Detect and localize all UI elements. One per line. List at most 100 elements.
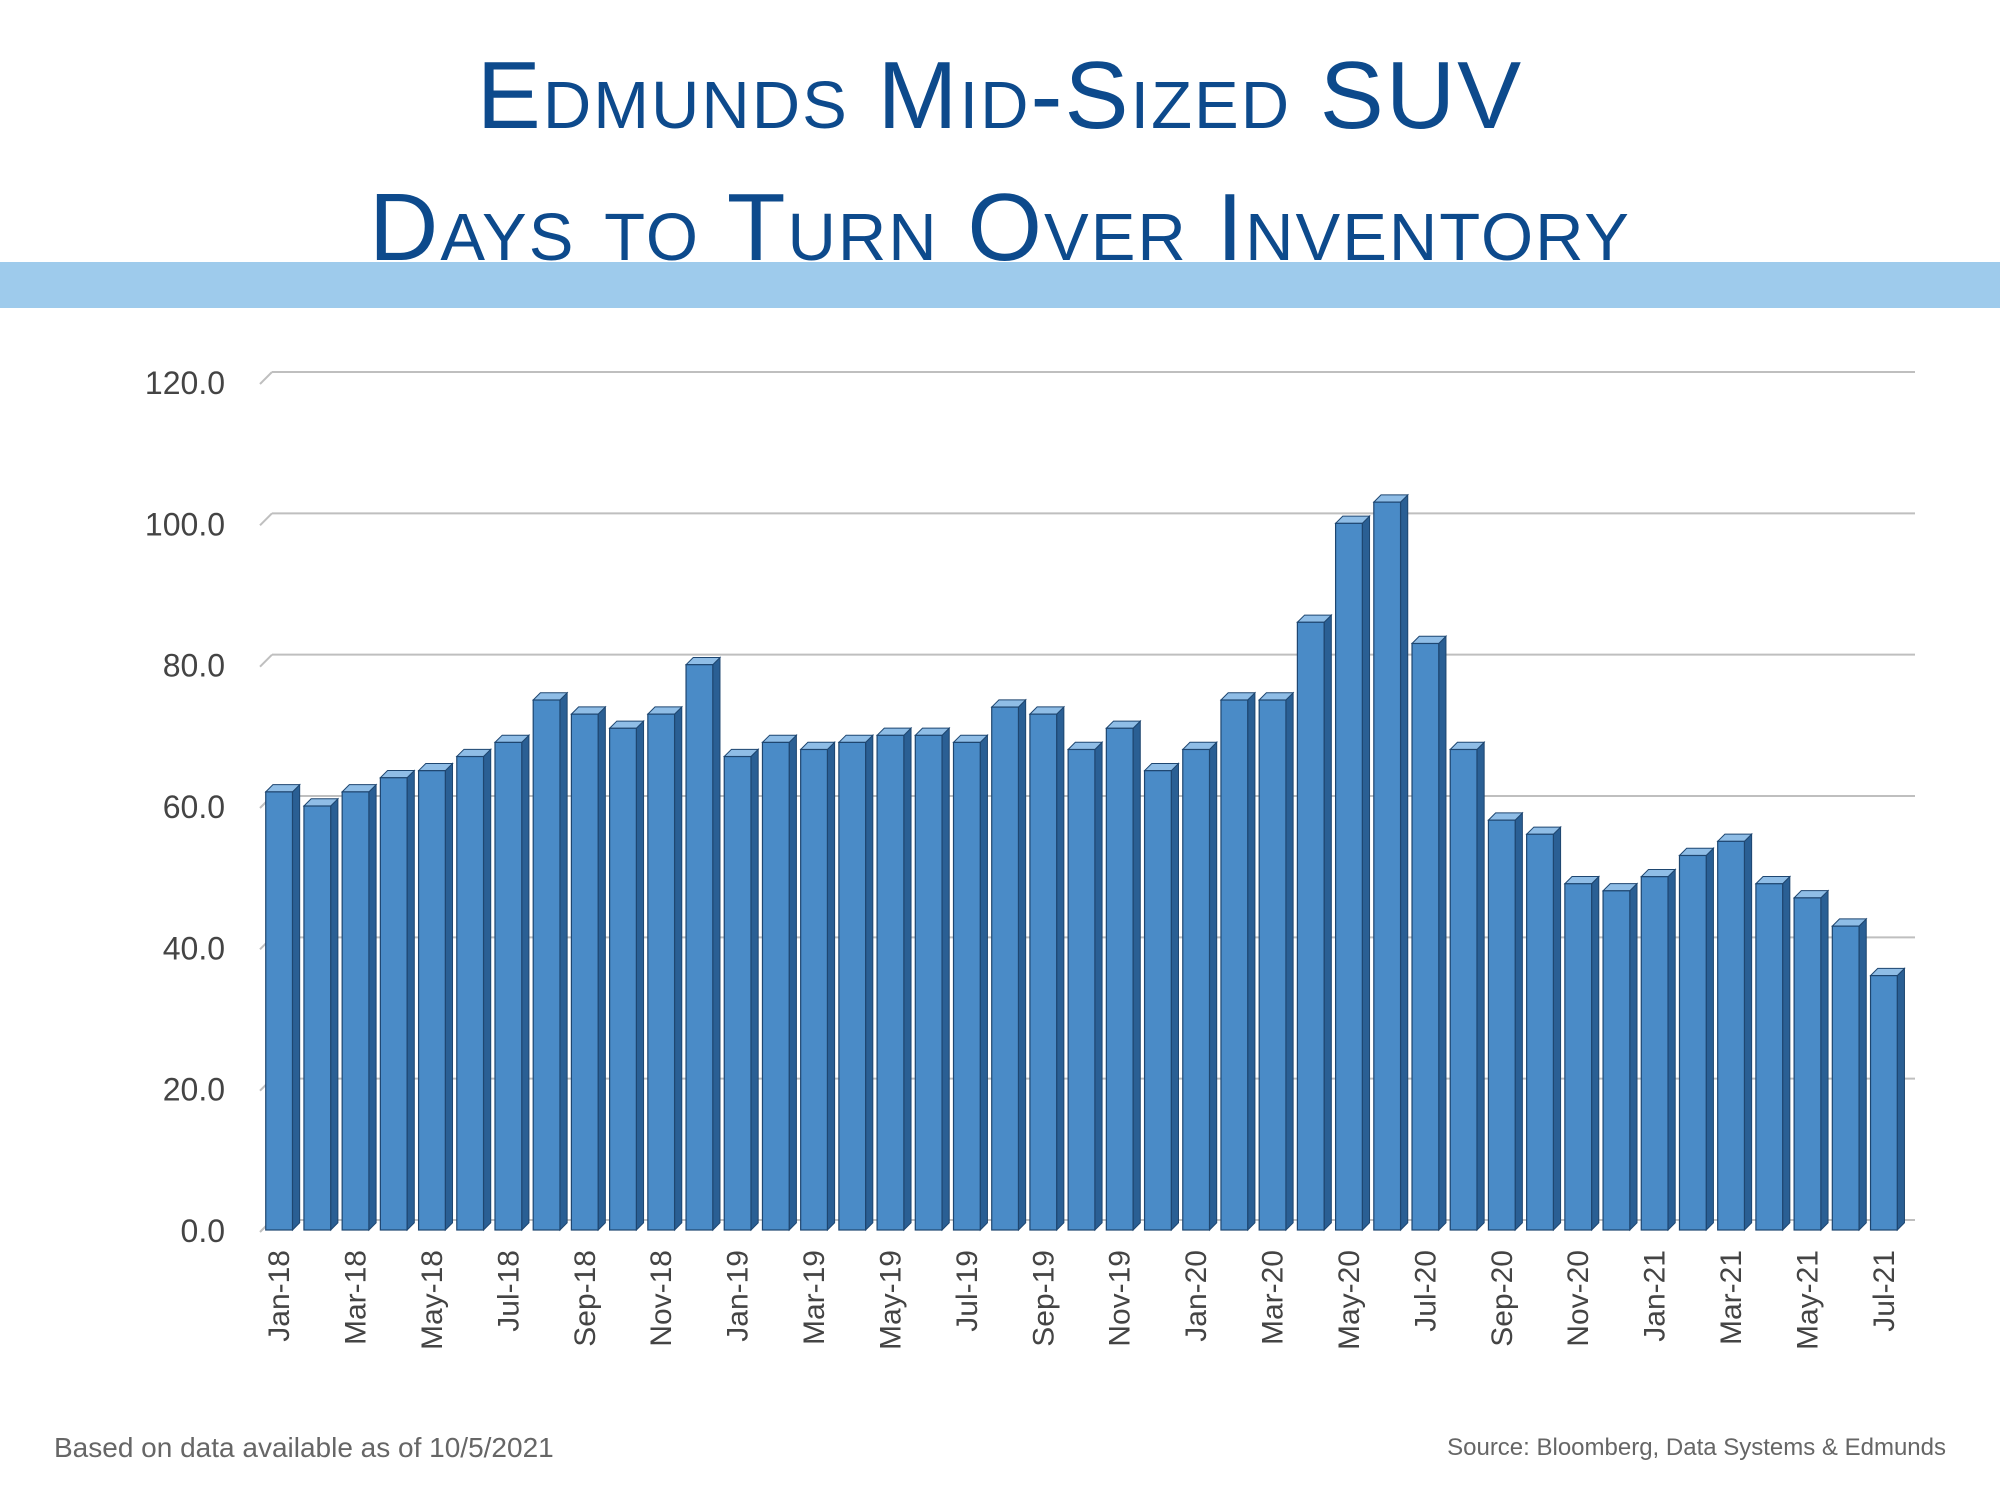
bar-front — [1105, 727, 1134, 1231]
header-band — [0, 262, 2000, 308]
x-tick-label: Jan-18 — [263, 1250, 296, 1342]
bar-side — [406, 769, 415, 1232]
bar-side — [1323, 613, 1332, 1232]
bar-front — [800, 748, 829, 1231]
bar-side — [674, 705, 683, 1232]
bar-front — [341, 791, 370, 1231]
bar-front — [1373, 501, 1402, 1231]
bar-front — [838, 741, 867, 1231]
bar-side — [1361, 514, 1371, 1232]
gridline-depth — [259, 371, 273, 385]
bar-side — [368, 783, 377, 1232]
bar — [1372, 493, 1409, 1232]
bar-front — [1334, 522, 1363, 1231]
bar-side — [1017, 698, 1027, 1232]
bar-front — [1793, 897, 1822, 1231]
x-tick-label: Mar-19 — [798, 1250, 831, 1345]
bars — [264, 493, 1906, 1232]
bar-side — [1552, 825, 1562, 1232]
bar — [264, 783, 301, 1232]
bar-side — [1132, 719, 1141, 1232]
bar-front — [723, 755, 752, 1231]
bar — [302, 797, 340, 1232]
bar-front — [1143, 770, 1172, 1231]
bar-side — [635, 719, 645, 1232]
bar — [1449, 741, 1486, 1232]
bar-side — [1476, 741, 1485, 1232]
bar-side — [330, 797, 339, 1232]
x-tick-label: Nov-19 — [1104, 1250, 1137, 1347]
bar-front — [685, 664, 714, 1231]
bar — [493, 733, 531, 1232]
bar-front — [379, 777, 408, 1231]
bar-front — [1564, 883, 1593, 1231]
bar-side — [979, 733, 988, 1232]
x-tick-label: May-19 — [874, 1250, 907, 1350]
bar-front — [952, 741, 981, 1231]
bar-front — [876, 734, 905, 1231]
bar-front — [1067, 748, 1096, 1231]
x-tick-label: Jan-21 — [1639, 1250, 1672, 1342]
bar-side — [1858, 917, 1867, 1232]
bar-side — [1591, 875, 1600, 1232]
bar — [1640, 868, 1677, 1232]
bar-front — [1411, 642, 1440, 1231]
bar-front — [1717, 840, 1746, 1231]
bar — [684, 656, 722, 1232]
bar-side — [1247, 691, 1256, 1232]
bar — [570, 705, 607, 1232]
bar — [1257, 691, 1295, 1232]
x-tick-label: Jul-20 — [1409, 1250, 1442, 1332]
bar-side — [597, 705, 606, 1232]
bar — [1410, 635, 1448, 1232]
y-tick-label: 80.0 — [163, 648, 225, 684]
bar-side — [1514, 811, 1523, 1232]
x-tick-label: May-18 — [416, 1250, 449, 1350]
x-tick-label: Sep-19 — [1027, 1250, 1060, 1347]
bar-side — [483, 748, 492, 1232]
bar — [1334, 514, 1371, 1232]
bar-front — [417, 770, 446, 1231]
x-tick-label: Mar-20 — [1257, 1250, 1290, 1345]
bar — [761, 733, 798, 1232]
bar — [952, 733, 989, 1232]
bar-front — [570, 713, 599, 1231]
bar-front — [1220, 699, 1249, 1231]
bar-side — [1209, 741, 1218, 1232]
y-tick-label: 20.0 — [163, 1072, 225, 1108]
bar-front — [1449, 748, 1478, 1231]
bar — [1754, 875, 1792, 1232]
y-axis-ticks: 0.0 20.0 40.0 60.0 80.0 100.0 120.0 — [145, 365, 225, 1249]
data-date-note: Based on data available as of 10/5/2021 — [54, 1432, 554, 1463]
y-tick-label: 60.0 — [163, 789, 225, 825]
bar-front — [1029, 713, 1058, 1231]
x-tick-label: Sep-20 — [1486, 1250, 1519, 1347]
bar-side — [1782, 875, 1791, 1232]
bar — [1869, 967, 1906, 1232]
x-tick-label: Jul-19 — [951, 1250, 984, 1332]
bar-side — [1705, 847, 1714, 1232]
y-tick-label: 100.0 — [145, 506, 225, 542]
bar-chart: 0.0 20.0 40.0 60.0 80.0 100.0 120.0 Jan-18 Mar-… — [145, 365, 1915, 1350]
bar-front — [456, 755, 485, 1231]
bar — [1601, 882, 1639, 1232]
bar — [1066, 741, 1104, 1232]
bar — [646, 705, 683, 1232]
gridline-depth — [259, 512, 273, 527]
bar-front — [532, 699, 561, 1231]
bar-side — [1667, 868, 1676, 1232]
x-axis-ticks: Jan-18 Mar-18 May-18 Jul-18 Sep-18 Nov-18 Jan-… — [263, 1250, 1901, 1350]
source-note: Source: Bloomberg, Data Systems & Edmund… — [1447, 1434, 1946, 1461]
bar-side — [521, 733, 530, 1232]
bar-front — [761, 741, 790, 1231]
x-tick-label: Sep-18 — [569, 1250, 602, 1347]
x-tick-label: Nov-18 — [645, 1250, 678, 1347]
bar-side — [712, 656, 721, 1232]
bar-side — [1400, 493, 1409, 1232]
bar-side — [1896, 967, 1905, 1232]
bar — [1487, 811, 1524, 1232]
bar-side — [291, 783, 301, 1232]
bar-side — [1285, 691, 1294, 1232]
bar — [1678, 847, 1715, 1232]
bar-front — [914, 734, 943, 1231]
